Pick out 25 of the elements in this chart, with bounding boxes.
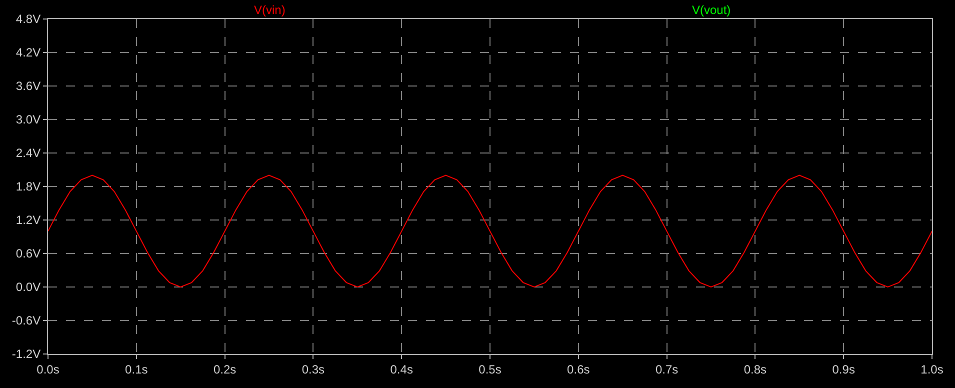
x-tick-label: 0.2s xyxy=(213,362,236,376)
x-tick-label: 0.8s xyxy=(744,362,767,376)
y-tick-label: 4.8V xyxy=(16,12,41,26)
x-tick-label: 0.5s xyxy=(478,362,502,376)
y-tick-label: -0.6V xyxy=(12,314,41,328)
line-series xyxy=(48,174,932,288)
y-tick-label: 4.2V xyxy=(16,46,41,60)
y-tick-label: 2.4V xyxy=(16,146,41,160)
y-tick-label: 3.6V xyxy=(16,79,41,94)
text: V(vin) xyxy=(254,3,286,17)
x-tick-label: 1.0s xyxy=(920,362,944,376)
legend-label: V(vout) xyxy=(692,3,731,17)
y-tick-label: 3.0V xyxy=(16,112,41,127)
x-tick-label: 0.7s xyxy=(655,362,678,376)
y-tick-label: 1.8V xyxy=(16,180,41,194)
x-tick-label: 0.1s xyxy=(125,362,148,376)
x-tick-label: 0.6s xyxy=(567,362,590,376)
y-tick-label: 0.6V xyxy=(16,246,41,261)
x-tick-label: 0.0s xyxy=(36,362,60,376)
x-tick-label: 0.9s xyxy=(832,362,855,376)
x-tick-label: 0.4s xyxy=(390,362,413,376)
x-tick-label: 0.3s xyxy=(302,362,325,376)
y-tick-label: 1.2V xyxy=(16,213,41,228)
y-tick-label: 0.0V xyxy=(16,280,41,294)
y-tick-label: -1.2V xyxy=(12,347,41,362)
